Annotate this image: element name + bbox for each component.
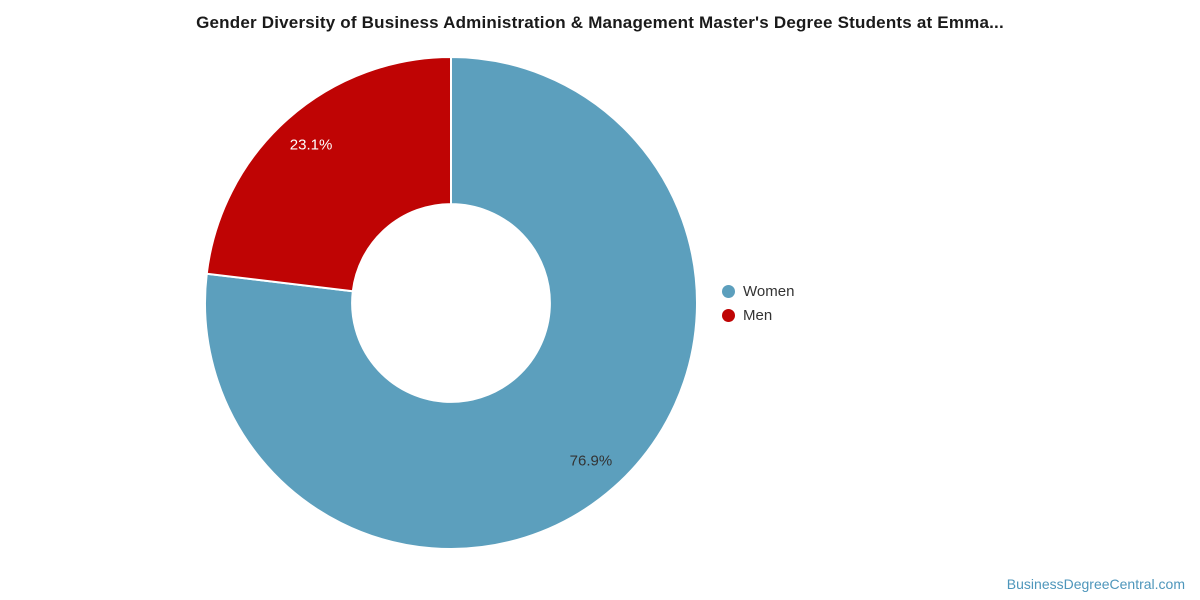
pie-slice-women xyxy=(204,55,698,550)
watermark-text: BusinessDegreeCentral.com xyxy=(1006,576,1185,592)
chart-title: Gender Diversity of Business Administrat… xyxy=(196,13,1004,32)
legend-item-men: Men xyxy=(722,303,794,327)
legend-item-women: Women xyxy=(722,279,794,303)
legend-label-men: Men xyxy=(743,306,773,324)
legend: Women Men xyxy=(722,279,794,327)
slice-label-men: 23.1% xyxy=(289,136,333,154)
slice-label-women: 76.9% xyxy=(569,452,613,470)
pie-slice-men xyxy=(205,55,452,293)
legend-label-women: Women xyxy=(743,282,795,300)
legend-swatch-men-icon xyxy=(722,308,735,322)
legend-swatch-women-icon xyxy=(722,284,735,298)
